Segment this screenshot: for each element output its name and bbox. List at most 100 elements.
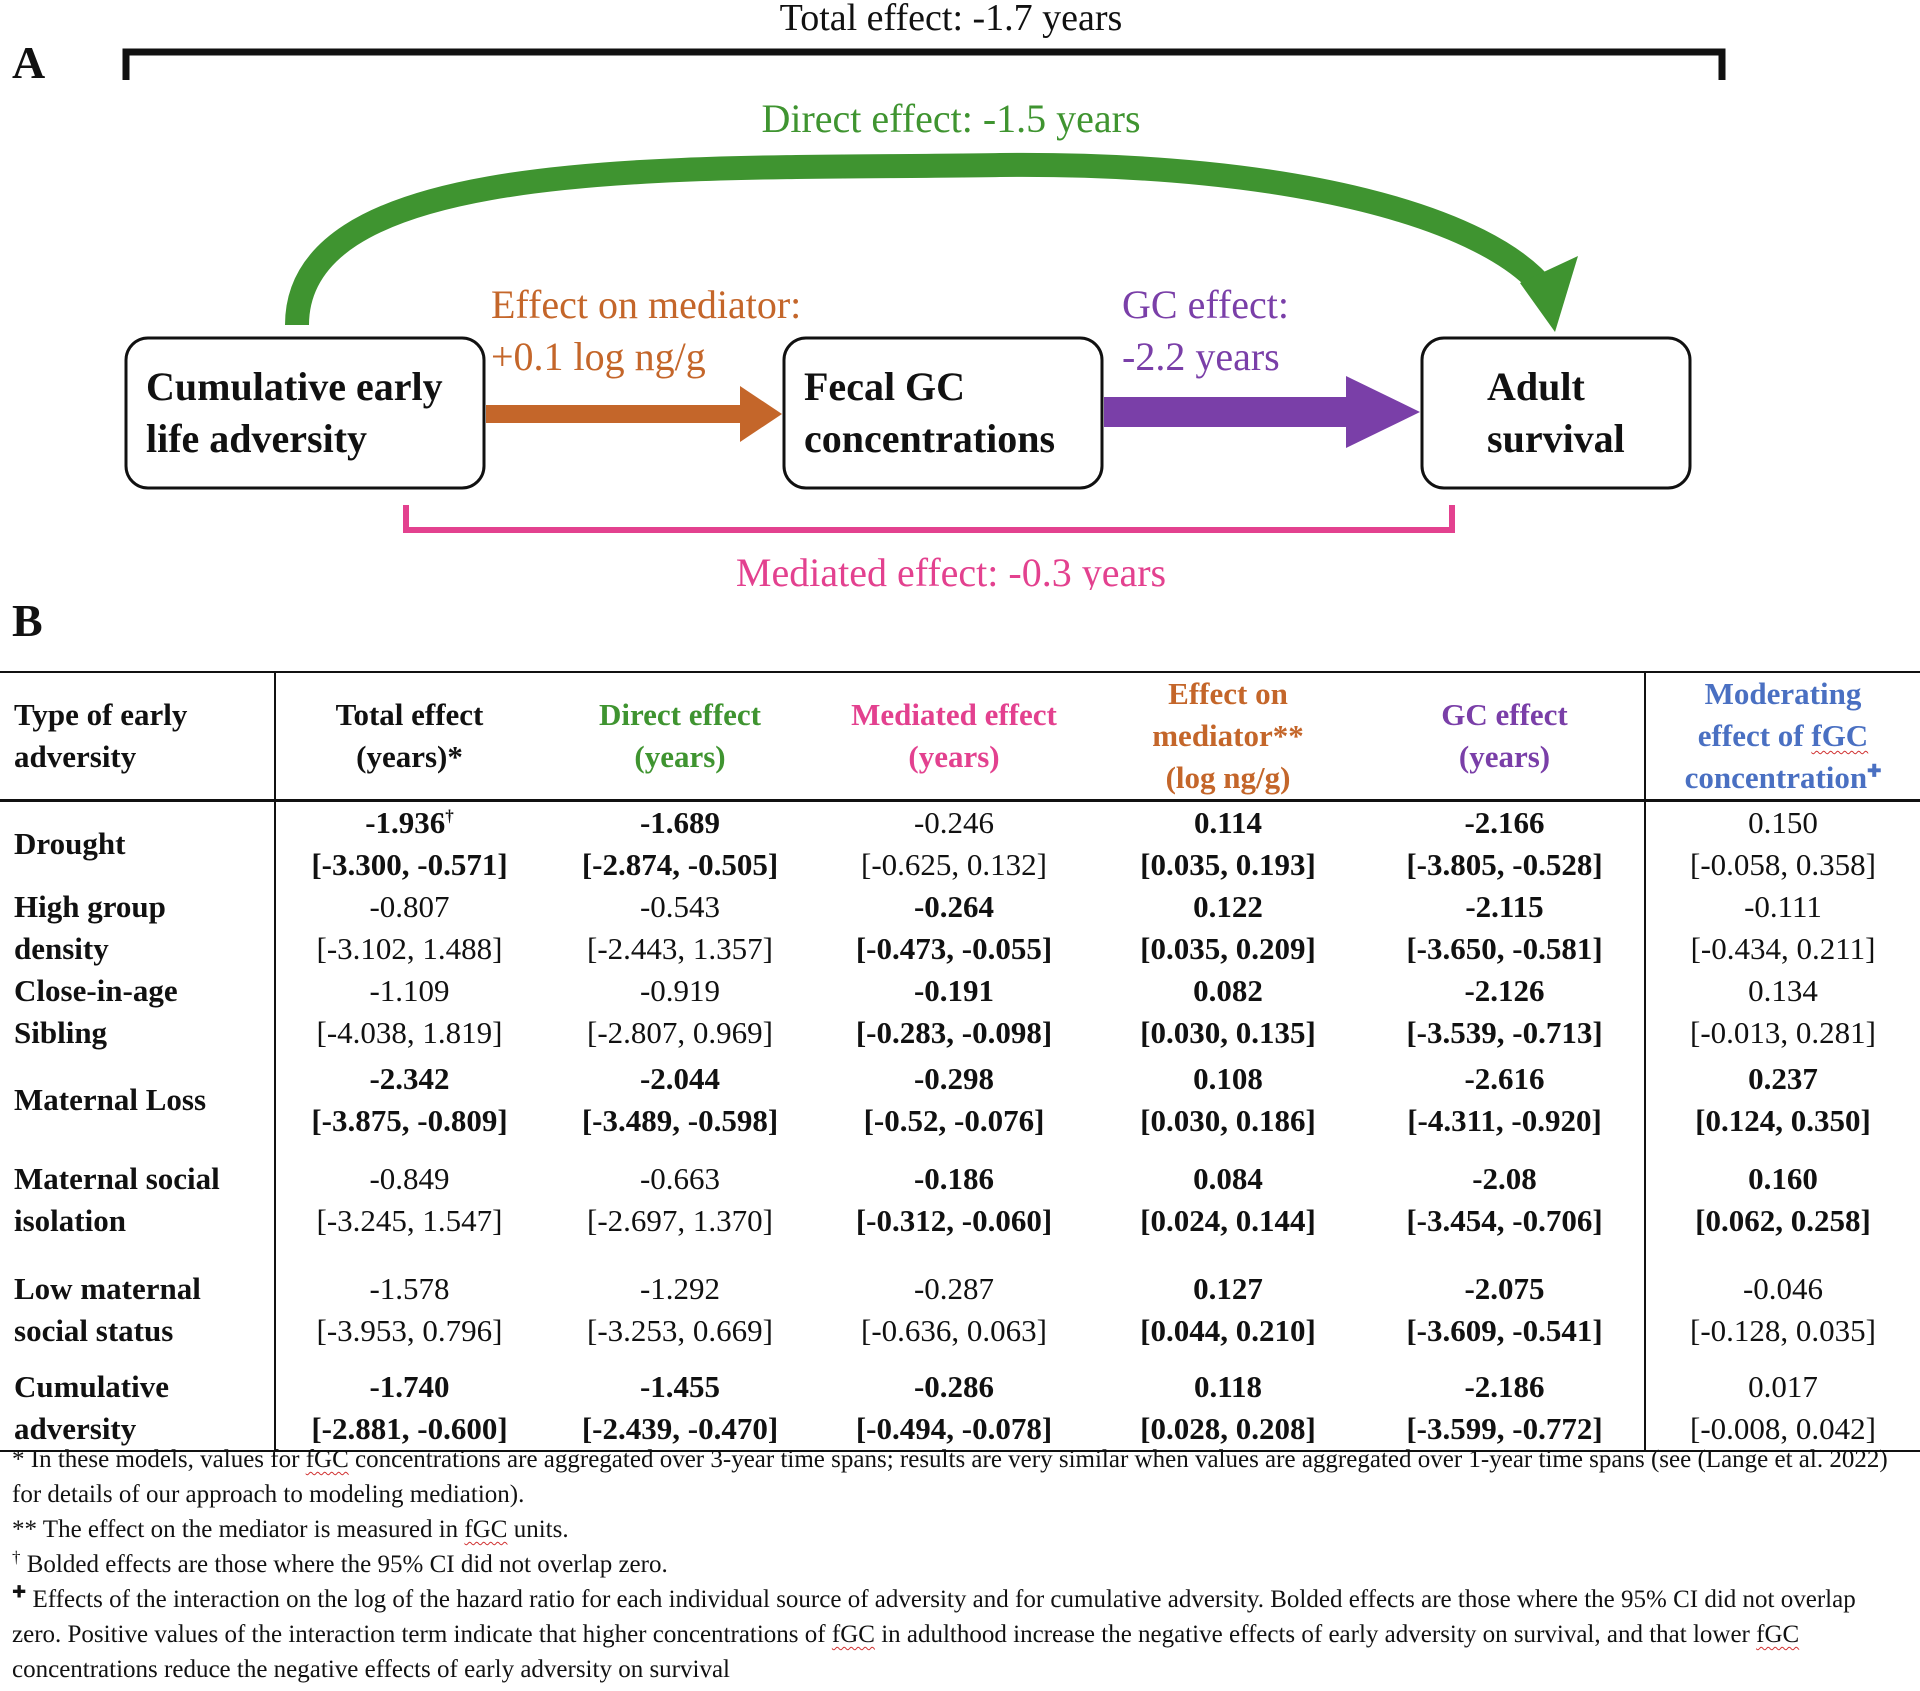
cell-ci: [-0.058, 0.358] [1690,847,1876,882]
cell-estimate: -1.936 [365,805,446,840]
cell-ci: [-3.102, 1.488] [316,931,503,966]
table-cell: -2.08 [-3.454, -0.706] [1365,1146,1645,1254]
table-cell: 0.127 [0.044, 0.210] [1091,1254,1365,1366]
table-row: Close-in-age Sibling -1.109 [-4.038, 1.819]… [0,970,1920,1054]
table-row: Drought -1.936† [-3.300, -0.571] -1.689 [-2.… [0,800,1920,887]
table-row: High group density -0.807 [-3.102, 1.488] -0… [0,886,1920,970]
cell-ci: [-2.881, -0.600] [311,1411,508,1446]
footnote-2: ** The effect on the mediator is measure… [12,1516,569,1543]
cell-estimate: 0.082 [1193,973,1263,1008]
cell-ci: [-3.650, -0.581] [1406,931,1603,966]
table-cell: -1.936† [-3.300, -0.571] [274,800,543,886]
mediated-effect-bracket [403,505,1455,533]
table-cell: -2.126 [-3.539, -0.713] [1365,970,1645,1054]
cell-estimate: -0.807 [369,889,450,924]
table-cell: -2.044 [-3.489, -0.598] [543,1054,817,1146]
cell-estimate: 0.127 [1193,1271,1263,1306]
table-header-row: Type of early adversity Total effect (ye… [0,672,1920,801]
cell-estimate: -0.286 [913,1369,995,1404]
cell-estimate: -0.287 [913,1271,995,1306]
gc-arrow-shaft [1104,397,1350,427]
cell-estimate: -0.298 [913,1061,995,1096]
table-cell: -0.663 [-2.697, 1.370] [543,1146,817,1254]
cell-estimate: 0.237 [1748,1061,1818,1096]
cell-estimate: -2.342 [369,1061,450,1096]
cell-ci: [0.030, 0.135] [1140,1015,1316,1050]
box-early-adversity-line1: Cumulative early [146,364,443,409]
cell-ci: [-3.953, 0.796] [316,1313,503,1348]
table-cell: -1.689 [-2.874, -0.505] [543,801,817,887]
total-effect-bracket [122,48,1726,80]
table-cell: 0.122 [0.035, 0.209] [1091,886,1365,970]
cell-ci: [-3.489, -0.598] [581,1103,779,1138]
cell-ci: [-0.636, 0.063] [861,1313,1047,1348]
table-cell: 0.237 [0.124, 0.350] [1644,1054,1920,1146]
table-cell: 0.160 [0.062, 0.258] [1644,1146,1920,1254]
cell-ci: [0.044, 0.210] [1140,1313,1316,1348]
table-cell: -2.616 [-4.311, -0.920] [1365,1054,1645,1146]
cell-ci: [-3.539, -0.713] [1406,1015,1603,1050]
box-fecal-gc-line2: concentrations [804,416,1055,461]
cell-ci: [0.062, 0.258] [1695,1203,1871,1238]
cell-ci: [-2.874, -0.505] [581,847,779,882]
table-cell: -0.543 [-2.443, 1.357] [543,886,817,970]
cell-estimate: 0.134 [1748,973,1818,1008]
table-cell: 0.017 [-0.008, 0.042] [1644,1366,1920,1452]
table-row: Cumulative adversity -1.740 [-2.881, -0.600… [0,1366,1920,1452]
cell-ci: [-0.008, 0.042] [1690,1411,1876,1446]
row-label: Close-in-age Sibling [14,973,178,1050]
box-early-adversity-line2: life adversity [146,416,367,461]
table-cell: -0.286 [-0.494, -0.078] [817,1366,1091,1452]
cell-estimate: -0.246 [913,805,995,840]
header-mediated: Mediated effect (years) [851,697,1057,774]
cell-estimate: -1.109 [369,973,450,1008]
cell-ci: [-3.805, -0.528] [1406,847,1603,882]
cell-ci: [-0.013, 0.281] [1690,1015,1876,1050]
table-cell: -0.298 [-0.52, -0.076] [817,1054,1091,1146]
cell-ci: [-0.128, 0.035] [1690,1313,1876,1348]
gc-arrowhead [1346,376,1420,448]
table-cell: 0.118 [0.028, 0.208] [1091,1366,1365,1452]
panel-a-letter: A [12,37,46,88]
mediator-arrow-shaft [486,405,742,423]
cell-estimate: -0.919 [639,973,721,1008]
cell-estimate: 0.122 [1193,889,1263,924]
cell-estimate: -2.126 [1464,973,1545,1008]
cell-ci: [-3.875, -0.809] [311,1103,508,1138]
mediated-effect-label: Mediated effect: -0.3 years [736,550,1166,590]
cell-estimate: 0.118 [1193,1369,1263,1404]
header-direct: Direct effect (years) [598,697,762,774]
cell-estimate: -0.111 [1744,889,1822,924]
mediator-label-line2: +0.1 log ng/g [491,334,706,379]
header-type: Type of early adversity [14,697,188,774]
cell-estimate: -1.455 [639,1369,721,1404]
results-table: Type of early adversity Total effect (ye… [0,671,1920,1452]
cell-ci: [-3.300, -0.571] [311,847,508,882]
row-label: Maternal social isolation [14,1161,220,1238]
footnote-3: † Bolded effects are those where the 95%… [12,1547,668,1578]
cell-ci: [-3.609, -0.541] [1406,1313,1603,1348]
cell-ci: [-0.312, -0.060] [855,1203,1053,1238]
cell-estimate: -0.543 [639,889,721,924]
direct-effect-arrowhead [1520,256,1578,332]
header-moderating: Moderating effect of fGC concentration✚ [1644,672,1920,801]
cell-ci: [0.124, 0.350] [1695,1103,1871,1138]
mediator-arrowhead [740,386,782,442]
table-cell: -2.166 [-3.805, -0.528] [1365,801,1645,887]
gc-label-line2: -2.2 years [1122,334,1280,379]
table-cell: -1.740 [-2.881, -0.600] [274,1366,543,1452]
cell-estimate: -2.616 [1464,1061,1545,1096]
cell-ci: [0.024, 0.144] [1140,1203,1316,1238]
table-cell: 0.150 [-0.058, 0.358] [1644,800,1920,886]
table-cell: -2.186 [-3.599, -0.772] [1365,1366,1645,1452]
table-cell: 0.114 [0.035, 0.193] [1091,801,1365,887]
table-cell: -0.807 [-3.102, 1.488] [274,886,543,970]
row-label: Maternal Loss [14,1082,207,1117]
cell-ci: [-3.253, 0.669] [587,1313,773,1348]
table-cell: -2.115 [-3.650, -0.581] [1365,886,1645,970]
cell-estimate: -0.191 [913,973,995,1008]
cell-estimate: -2.075 [1464,1271,1545,1306]
box-adult-survival-line2: survival [1487,416,1625,461]
cell-estimate: 0.084 [1193,1161,1263,1196]
mediation-diagram: Total effect: -1.7 years Direct effect: … [122,0,1726,590]
